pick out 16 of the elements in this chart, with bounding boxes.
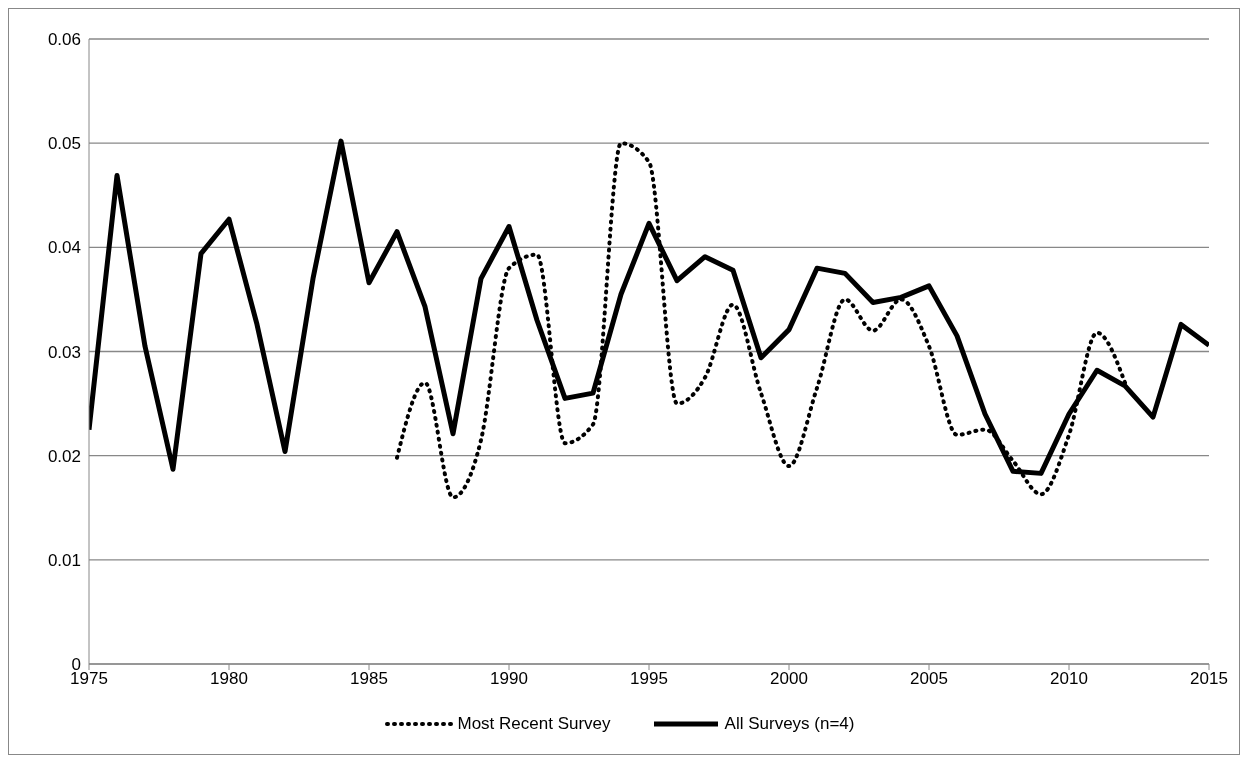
y-tick-label: 0.01	[47, 550, 81, 570]
x-tick-label: 1995	[630, 669, 668, 689]
y-tick-label: 0.02	[47, 446, 81, 466]
legend-label: All Surveys (n=4)	[724, 714, 855, 734]
y-tick-label: 0.05	[47, 134, 81, 154]
x-tick-label: 2010	[1050, 669, 1088, 689]
y-tick-label: 0.06	[47, 30, 81, 50]
x-tick-label: 1985	[350, 669, 388, 689]
x-tick-label: 1990	[490, 669, 528, 689]
y-tick-label: 0.04	[47, 238, 81, 258]
x-tick-label: 1980	[210, 669, 248, 689]
x-tick-label: 2015	[1190, 669, 1228, 689]
y-tick-label: 0.03	[47, 342, 81, 362]
x-tick-label: 2000	[770, 669, 808, 689]
legend-label: Most Recent Survey	[457, 714, 611, 734]
x-tick-label: 2005	[910, 669, 948, 689]
